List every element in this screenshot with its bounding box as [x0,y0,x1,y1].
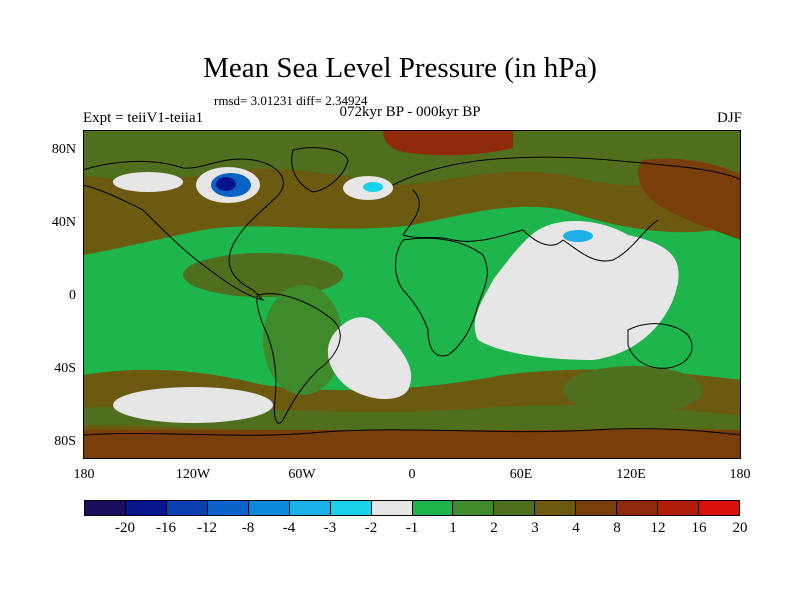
color-scale-bar [84,500,740,516]
color-scale-swatch [535,501,577,515]
lat-tick-label: 0 [69,288,76,303]
lat-tick-label: 80N [51,142,76,157]
pressure-map [83,130,741,459]
color-scale-label: -3 [323,520,337,536]
tibet-cyan [563,230,593,242]
color-scale-swatch [453,501,495,515]
color-scale-swatch [289,501,331,515]
lon-tick-label: 0 [408,467,416,482]
color-scale-label: 2 [490,520,498,536]
lon-tick-label: 60E [509,467,533,482]
color-scale-label: 3 [531,520,539,536]
west-canada-white [113,172,183,192]
lat-tick-label: 80S [54,434,76,449]
color-scale-label: 8 [613,520,621,536]
color-scale-label: 16 [691,520,707,536]
north-dark-band [83,130,741,186]
lon-tick-label: 60W [288,467,316,482]
map-border [83,130,741,459]
color-scale-swatch [699,501,739,515]
color-scale-swatch [207,501,249,515]
lat-tick-label: 40N [51,215,76,230]
color-scale-label: 20 [732,520,748,536]
map-title: Mean Sea Level Pressure (in hPa) [203,52,597,84]
color-scale-label: 1 [449,520,457,536]
color-scale-label: -1 [405,520,419,536]
siberia-high [638,158,741,240]
color-scale-swatch [617,501,659,515]
lon-tick-label: 180 [73,467,95,482]
color-scale-swatch [658,501,700,515]
experiment-label: Expt = teiiV1-teiia1 [83,110,204,126]
antarctica-outline [83,428,741,436]
australia-outline [627,323,693,369]
color-scale-label: 12 [650,520,666,536]
lon-tick-label: 120E [616,467,646,482]
iceland-cyan [363,182,383,192]
color-scale-swatch [576,501,618,515]
color-scale-swatch [494,501,536,515]
color-scale-swatch [248,501,290,515]
season-label: DJF [716,110,742,126]
south-atlantic-white [327,317,412,400]
lat-tick-label: 40S [54,361,76,376]
color-scale-label: -20 [115,520,135,536]
north-america-outline [83,158,284,301]
lon-tick-label: 120W [175,467,211,482]
color-scale-label: -2 [364,520,378,536]
color-scale-swatch [166,501,208,515]
lon-tick-label: 180 [729,467,751,482]
color-scale-label: -12 [197,520,217,536]
color-scale-swatch [412,501,454,515]
arctic-red-patch [383,130,513,156]
color-scale-swatch [125,501,167,515]
south-pacific-white [113,387,273,423]
indian-ocean-white [474,220,679,360]
color-scale-label: 4 [572,520,580,536]
color-scale-label: -16 [156,520,176,536]
stats-label: rmsd= 3.01231 diff= 2.34924 [214,93,368,108]
color-scale-label: -8 [241,520,255,536]
hudson-dark-blue [216,177,236,191]
south-america-outline [256,293,341,424]
africa-outline [395,237,488,357]
color-scale-swatch [371,501,413,515]
eurasia-outline [392,156,741,262]
period-label: 072kyr BP - 000kyr BP [339,104,481,120]
south-dark-band [83,430,741,459]
color-scale-swatch [85,501,126,515]
color-scale-swatch [330,501,372,515]
greenland-outline [291,147,349,193]
color-scale-label: -4 [282,520,296,536]
south-indian-olive [563,366,703,414]
